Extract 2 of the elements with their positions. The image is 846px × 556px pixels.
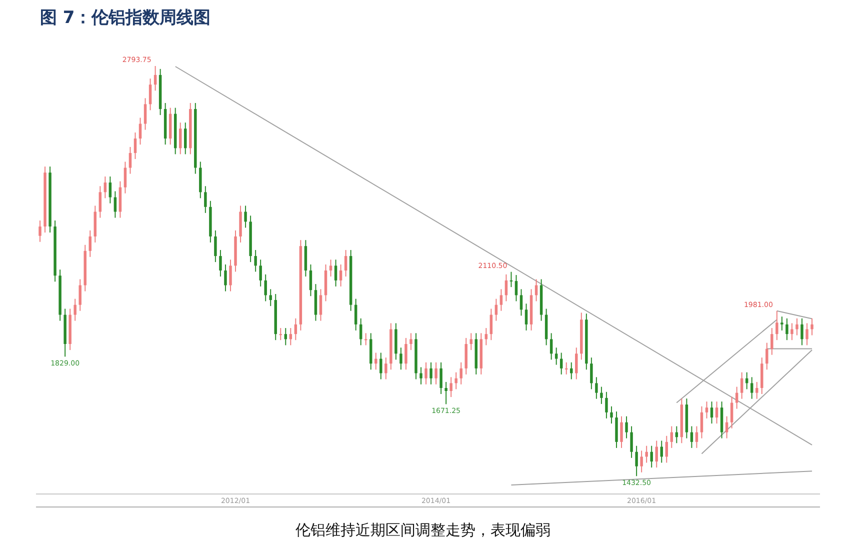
text: 伦铝维持近期区间调整走势，表现偏弱 xyxy=(296,521,550,539)
chart-title: 图 7：伦铝指数周线图 xyxy=(40,8,211,28)
